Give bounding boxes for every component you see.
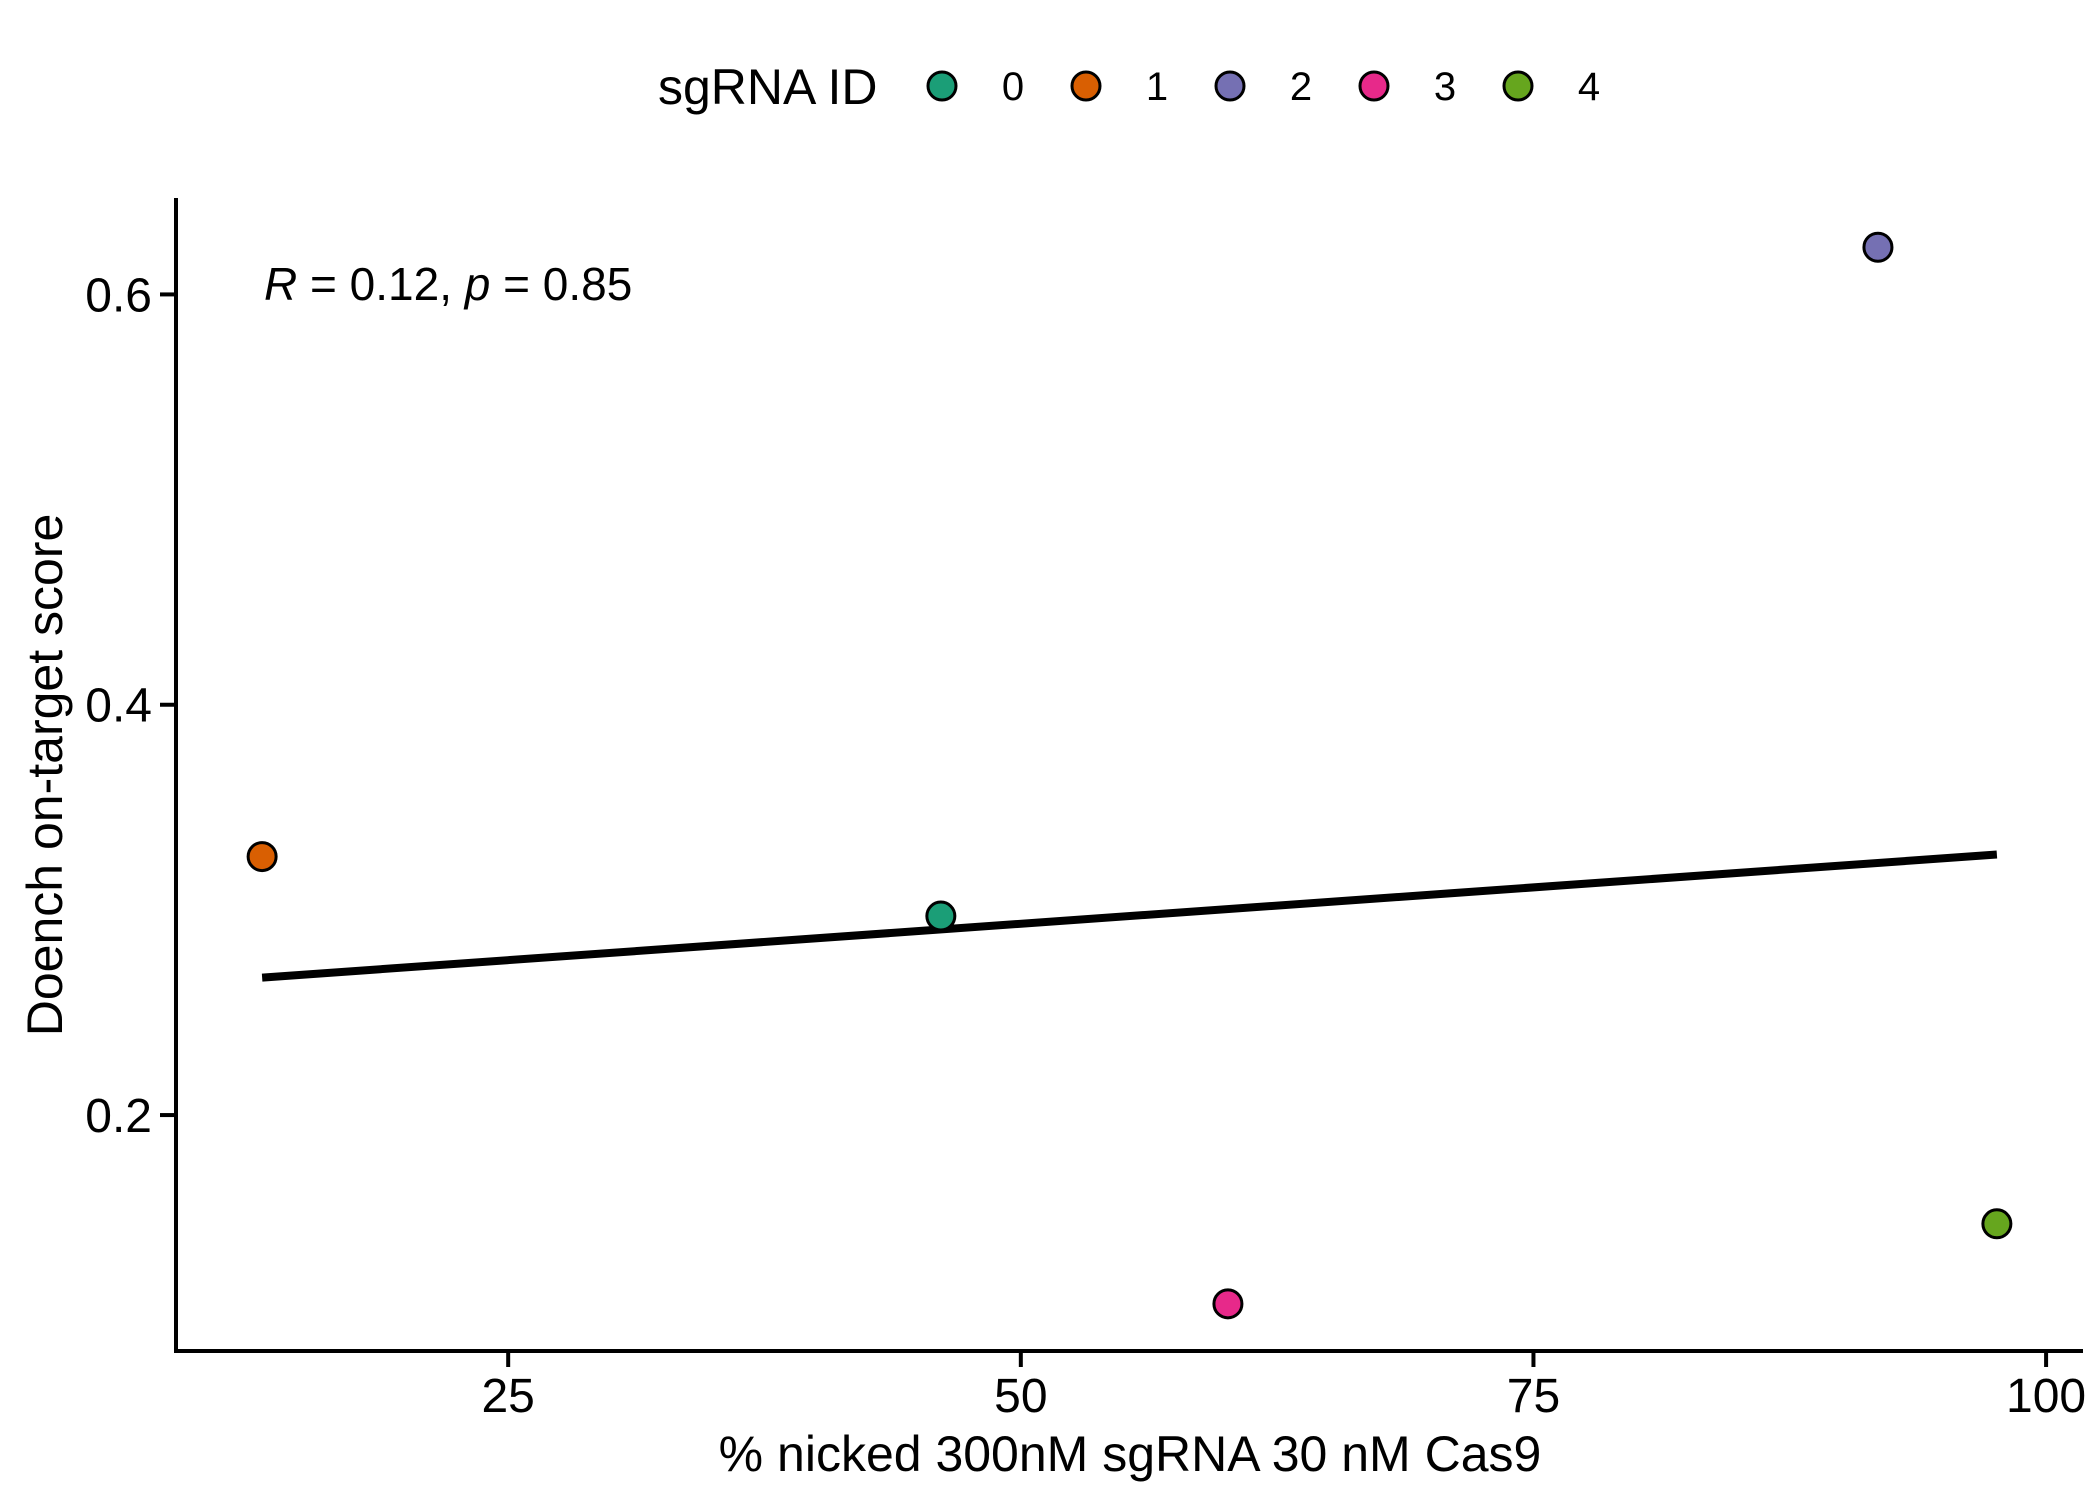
x-axis-title: % nicked 300nM sgRNA 30 nM Cas9 — [719, 1426, 1542, 1482]
legend-label-4: 4 — [1578, 65, 1600, 109]
legend-swatch-3 — [1358, 70, 1390, 102]
y-axis-title: Doench on-target score — [17, 514, 73, 1037]
legend: sgRNA ID 0 1 2 3 4 — [658, 59, 1600, 115]
data-point-2 — [1862, 231, 1894, 263]
correlation-annotation: R = 0.12, p = 0.85 — [264, 258, 632, 310]
r-symbol: R — [264, 258, 297, 310]
legend-swatch-1 — [1070, 70, 1102, 102]
legend-swatch-4 — [1502, 70, 1534, 102]
y-axis-ticks: 0.2 0.4 0.6 — [85, 269, 176, 1143]
legend-label-1: 1 — [1146, 65, 1168, 109]
p-value-text: = 0.85 — [490, 258, 632, 310]
legend-swatch-2 — [1214, 70, 1246, 102]
x-tick-label: 75 — [1507, 1370, 1560, 1423]
regression-line — [261, 850, 1998, 982]
data-point-1 — [246, 841, 278, 873]
legend-swatch-0 — [926, 70, 958, 102]
legend-label-3: 3 — [1434, 65, 1456, 109]
legend-label-2: 2 — [1290, 65, 1312, 109]
p-symbol: p — [463, 258, 491, 310]
x-axis-ticks: 25 50 75 100 — [481, 1351, 2086, 1423]
legend-entries: 0 1 2 3 4 — [926, 65, 1600, 109]
data-points — [246, 231, 2013, 1320]
x-tick-label: 50 — [994, 1370, 1047, 1423]
x-tick-label: 100 — [2006, 1370, 2086, 1423]
r-value-text: = 0.12, — [297, 258, 465, 310]
axes — [174, 198, 2083, 1353]
data-point-0 — [925, 900, 957, 932]
y-tick-label: 0.6 — [85, 269, 152, 322]
legend-label-0: 0 — [1002, 65, 1024, 109]
y-tick-label: 0.2 — [85, 1090, 152, 1143]
data-point-4 — [1981, 1208, 2013, 1240]
x-tick-label: 25 — [481, 1370, 534, 1423]
legend-title: sgRNA ID — [658, 59, 878, 115]
y-tick-label: 0.4 — [85, 680, 152, 733]
data-point-3 — [1212, 1288, 1244, 1320]
